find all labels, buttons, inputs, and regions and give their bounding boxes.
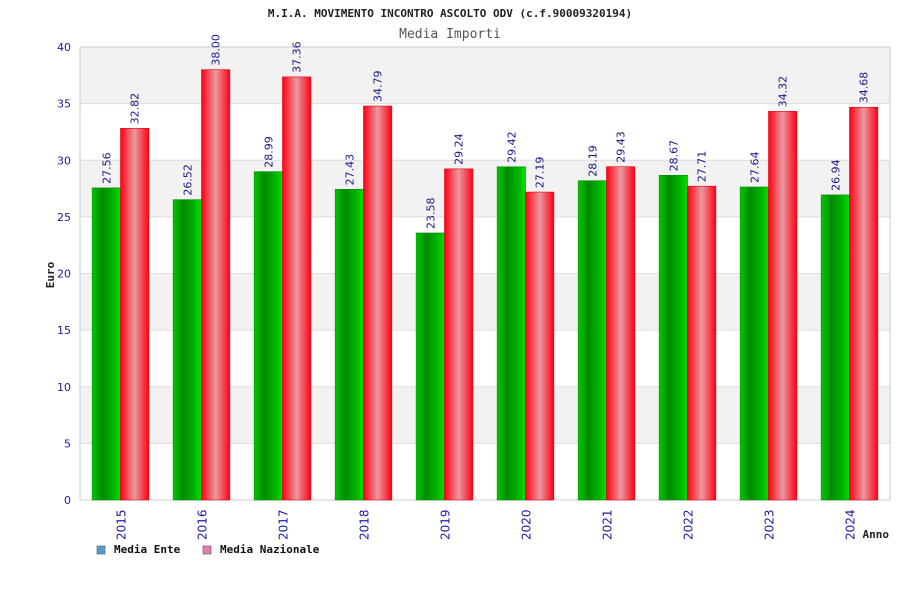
legend-label-media-ente: Media Ente <box>114 543 181 556</box>
bar-media-nazionale-2019 <box>444 168 474 501</box>
bar-media-ente-2022 <box>658 175 688 501</box>
x-tick-label: 2021 <box>601 509 615 540</box>
bar-media-nazionale-2018 <box>363 105 393 501</box>
bar-media-ente-2015 <box>91 187 121 501</box>
bar-media-nazionale-2020 <box>525 191 555 501</box>
y-tick-label: 20 <box>57 268 71 281</box>
data-label: 34.79 <box>372 71 385 103</box>
data-label: 37.36 <box>291 41 304 73</box>
data-label: 27.19 <box>534 157 547 189</box>
y-tick-label: 5 <box>64 437 71 450</box>
legend-label-media-nazionale: Media Nazionale <box>220 543 320 556</box>
bar-media-ente-2023 <box>739 186 769 501</box>
legend-swatch-media-nazionale <box>202 545 212 555</box>
x-tick-label: 2018 <box>358 509 372 540</box>
bars <box>91 69 879 501</box>
data-label: 26.94 <box>829 159 842 191</box>
legend: Media Ente Media Nazionale <box>96 543 320 556</box>
data-label: 29.24 <box>453 133 466 165</box>
y-tick-label: 10 <box>57 381 71 394</box>
legend-swatch-media-ente <box>96 545 106 555</box>
x-tick-label: 2019 <box>439 509 453 540</box>
data-label: 29.43 <box>615 131 628 163</box>
bar-media-ente-2024 <box>820 194 850 501</box>
bar-media-ente-2016 <box>172 199 202 501</box>
data-label: 28.19 <box>586 145 599 177</box>
x-tick-label: 2016 <box>196 509 210 540</box>
bar-media-nazionale-2024 <box>849 106 879 501</box>
data-label: 23.58 <box>424 197 437 229</box>
x-tick-label: 2015 <box>115 509 129 540</box>
chart-subtitle: Media Importi <box>399 27 501 42</box>
bar-media-ente-2017 <box>253 171 283 501</box>
bar-media-nazionale-2022 <box>687 185 717 501</box>
y-tick-label: 30 <box>57 154 71 167</box>
data-label: 27.56 <box>100 152 113 184</box>
bar-media-ente-2018 <box>334 189 364 501</box>
y-tick-label: 35 <box>57 98 71 111</box>
x-tick-label: 2017 <box>277 509 291 540</box>
x-axis-label: Anno <box>863 528 890 541</box>
bar-media-ente-2021 <box>577 180 607 501</box>
y-axis-label: Euro <box>44 261 57 288</box>
bar-media-ente-2020 <box>496 166 526 501</box>
y-axis-ticks: 0 5 10 15 20 25 30 35 40 <box>57 41 71 507</box>
x-tick-label: 2024 <box>844 509 858 540</box>
y-tick-label: 0 <box>64 494 71 507</box>
data-label: 28.99 <box>262 136 275 168</box>
y-tick-label: 25 <box>57 211 71 224</box>
data-label: 27.43 <box>343 154 356 186</box>
data-label: 29.42 <box>505 131 518 163</box>
bar-media-nazionale-2023 <box>768 111 798 501</box>
data-label: 27.64 <box>748 151 761 183</box>
x-axis-ticks: 2015 2016 2017 2018 2019 2020 2021 2022 2023 2024 <box>115 509 858 540</box>
data-labels: 27.56 32.82 26.52 38.00 28.99 37.36 27.43 34.79… <box>100 34 870 229</box>
chart-title: M.I.A. MOVIMENTO INCONTRO ASCOLTO ODV (c… <box>268 7 632 20</box>
plot-frame <box>79 46 891 501</box>
bar-media-nazionale-2021 <box>606 166 636 501</box>
data-label: 27.71 <box>696 151 709 183</box>
bar-media-nazionale-2016 <box>201 69 231 501</box>
data-label: 32.82 <box>129 93 142 125</box>
x-tick-label: 2023 <box>763 509 777 540</box>
data-label: 34.32 <box>777 76 790 108</box>
data-label: 38.00 <box>210 34 223 66</box>
bar-media-nazionale-2015 <box>120 128 150 501</box>
x-tick-label: 2020 <box>520 509 534 540</box>
bar-media-ente-2019 <box>415 232 445 501</box>
data-label: 28.67 <box>667 140 680 172</box>
x-tick-label: 2022 <box>682 509 696 540</box>
y-tick-label: 40 <box>57 41 71 54</box>
data-label: 34.68 <box>858 72 871 104</box>
y-tick-label: 15 <box>57 324 71 337</box>
bar-media-nazionale-2017 <box>282 76 312 501</box>
data-label: 26.52 <box>181 164 194 196</box>
